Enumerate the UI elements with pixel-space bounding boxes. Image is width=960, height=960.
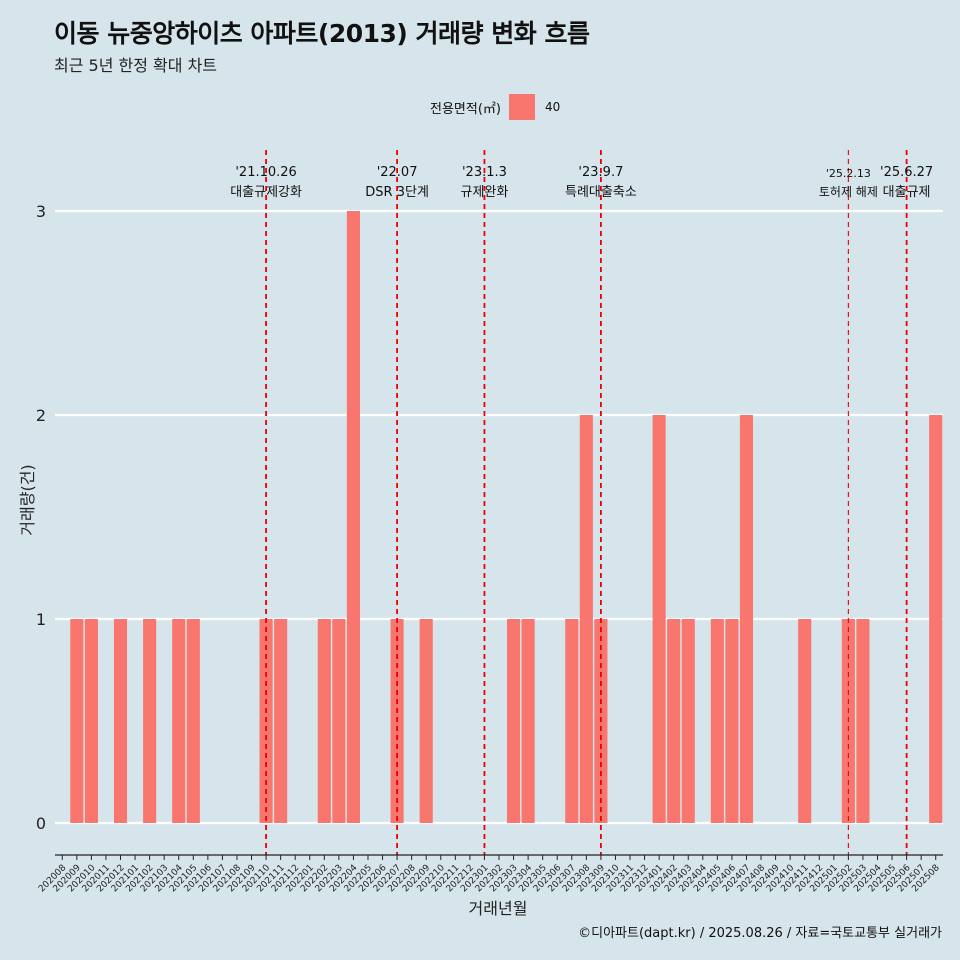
annotation-date: '25.2.13 (826, 167, 871, 180)
bar-202308 (579, 415, 593, 823)
bar-202009 (70, 619, 84, 823)
chart-title: 이동 뉴중앙하이츠 아파트(2013) 거래량 변화 흐름 (54, 19, 590, 48)
y-tick-label: 3 (36, 202, 46, 221)
y-axis-title: 거래량(건) (18, 464, 37, 535)
annotation-label: 토허제 해제 (819, 185, 878, 199)
chart-subtitle: 최근 5년 한정 확대 차트 (54, 56, 218, 75)
bar-202012 (113, 619, 128, 823)
bar-202405 (710, 619, 724, 823)
bar-202010 (84, 619, 98, 823)
annotation-date: '25.6.27 (880, 165, 933, 180)
bar-202204 (346, 211, 360, 823)
bar-202202 (317, 619, 331, 823)
grid-layer (55, 209, 943, 825)
bar-202403 (681, 619, 695, 823)
bar-202402 (667, 619, 681, 823)
source-caption: ©디아파트(dapt.kr) / 2025.08.26 / 자료=국토교통부 실… (578, 926, 942, 941)
annotation-date: '21.10.26 (235, 165, 296, 180)
bar-202209 (419, 619, 433, 823)
y-tick-label: 2 (36, 406, 46, 425)
annotation-date: '23.1.3 (462, 165, 507, 180)
bar-202303 (507, 619, 521, 823)
bar-202104 (172, 619, 186, 823)
legend-label-40: 40 (544, 100, 561, 114)
bar-202304 (521, 619, 535, 823)
bar-202401 (652, 415, 666, 823)
bar-202406 (725, 619, 739, 823)
bar-202411 (798, 619, 812, 823)
y-tick-label: 0 (36, 814, 46, 833)
axis-layer: 0123202008202009202010202011202012202101… (36, 202, 943, 894)
x-axis-title: 거래년월 (469, 899, 528, 918)
bar-202102 (143, 619, 157, 823)
annotation-label: 규제완화 (461, 185, 509, 200)
bar-202111 (274, 619, 288, 823)
bar-202203 (332, 619, 346, 823)
annotation-label: 대출규제강화 (230, 185, 302, 200)
legend-title: 전용면적(㎡) (430, 101, 501, 117)
bar-202508 (929, 415, 943, 823)
annotation-label: 대출규제 (883, 185, 931, 200)
annotation-layer: '21.10.26 대출규제강화 '22.07 DSR 3단계 '23.1.3 규제완화 '… (230, 150, 933, 855)
annotation-date: '22.07 (377, 165, 418, 180)
bar-202307 (565, 619, 579, 823)
annotation-label: 특례대출축소 (565, 185, 637, 200)
legend: 전용면적(㎡) 40 (430, 94, 560, 120)
bar-202503 (856, 619, 870, 823)
legend-key-40 (508, 94, 535, 120)
y-tick-label: 1 (36, 610, 46, 629)
annotation-label: DSR 3단계 (365, 185, 429, 200)
annotation-date: '23.9.7 (578, 165, 623, 180)
bars-layer (70, 211, 943, 823)
bar-202407 (739, 415, 754, 823)
bar-202105 (186, 619, 200, 823)
